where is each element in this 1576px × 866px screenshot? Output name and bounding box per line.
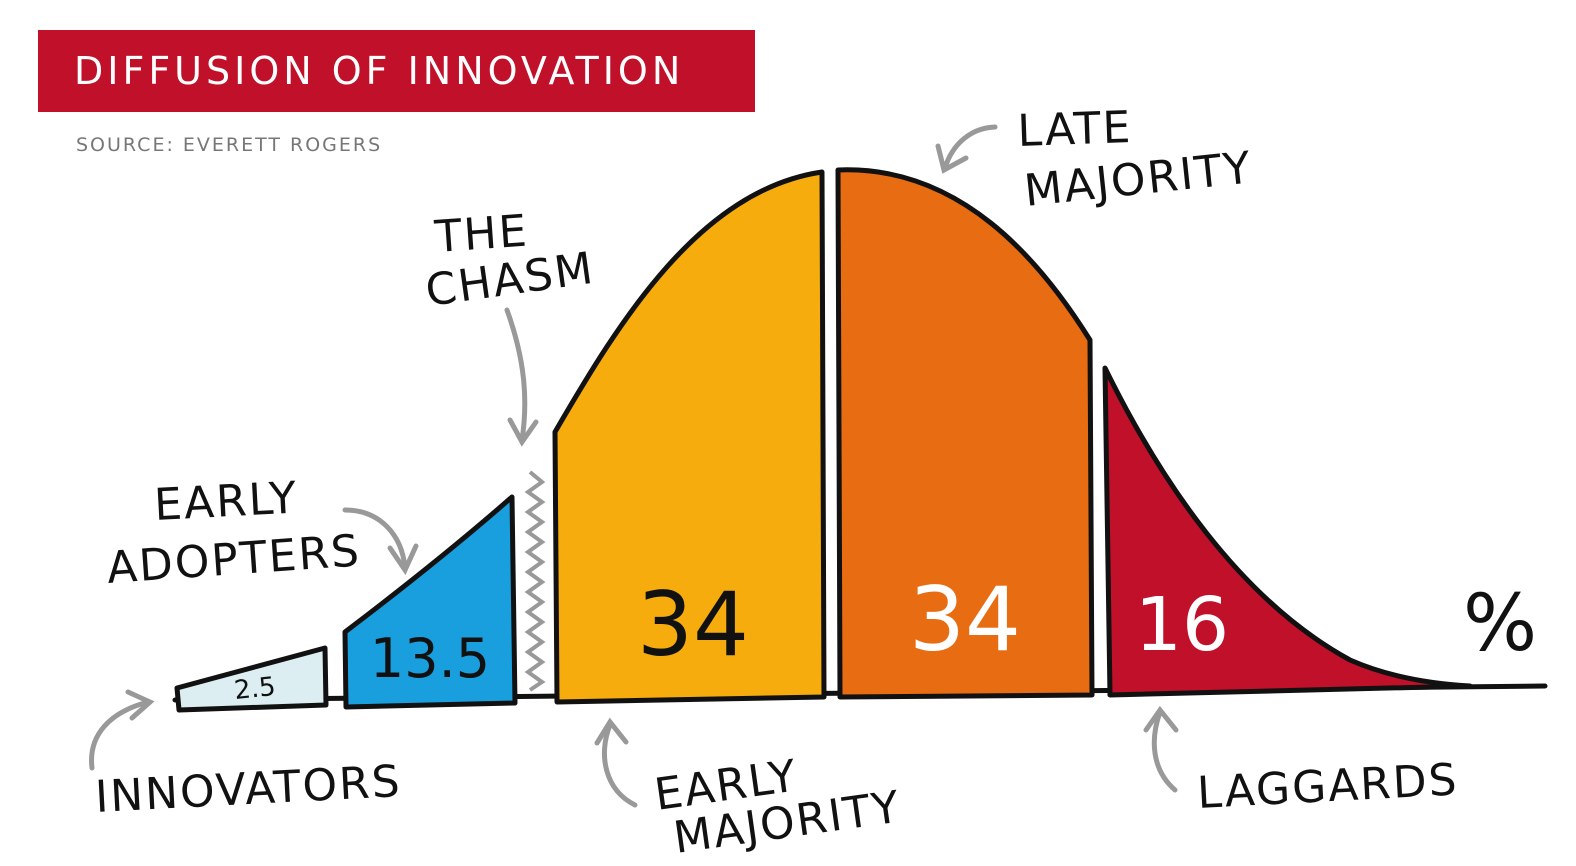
- innovators-value: 2.5: [233, 672, 277, 706]
- innovators-arrow: [89, 689, 155, 771]
- early-majority-value: 34: [637, 573, 749, 676]
- chasm-label-line1: THE: [432, 206, 530, 263]
- early-majority-segment: [552, 169, 827, 705]
- source-credit: SOURCE: EVERETT ROGERS: [76, 134, 383, 156]
- innovators-segment: [174, 645, 329, 713]
- early-majority-arrow: [594, 717, 638, 808]
- late-majority-label-line1: LATE: [1017, 102, 1134, 157]
- laggards-value: 16: [1135, 582, 1229, 668]
- diagram-title: DIFFUSION OF INNOVATION: [74, 49, 685, 93]
- laggards-arrow: [1143, 705, 1179, 793]
- early-adopters-label-line2: ADOPTERS: [105, 525, 362, 594]
- title-banner: DIFFUSION OF INNOVATION: [38, 30, 755, 112]
- late-majority-segment: [835, 167, 1095, 700]
- percent-symbol: %: [1463, 579, 1537, 669]
- late-majority-arrow: [935, 124, 998, 174]
- early-adopters-label-line1: EARLY: [153, 473, 300, 531]
- early-adopters-value: 13.5: [370, 627, 490, 690]
- laggards-segment: [1102, 365, 1473, 698]
- chasm-arrow: [504, 307, 539, 447]
- laggards-label: LAGGARDS: [1196, 754, 1460, 819]
- innovators-label: INNOVATORS: [94, 756, 403, 823]
- chasm-zigzag: [524, 470, 546, 692]
- early-adopters-segment: [342, 494, 518, 710]
- late-majority-value: 34: [909, 568, 1021, 671]
- early-adopters-arrow: [342, 507, 419, 576]
